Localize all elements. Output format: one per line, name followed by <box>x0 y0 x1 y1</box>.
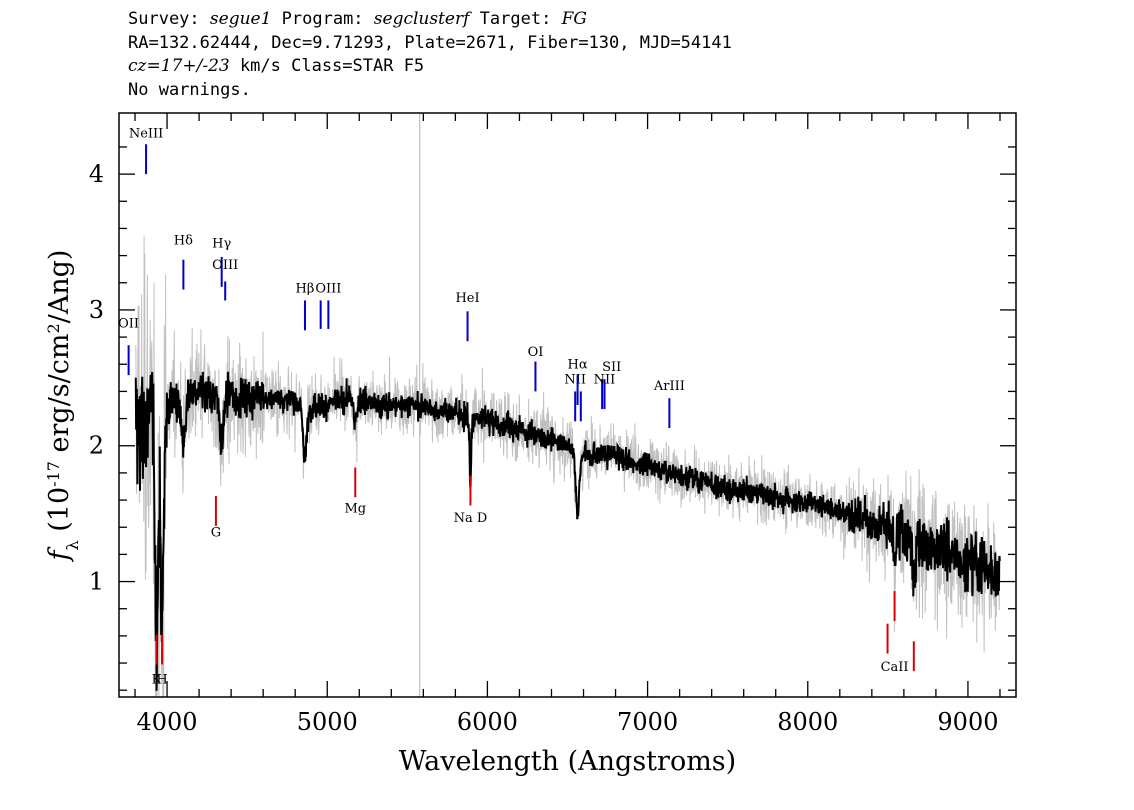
x-tick-label: 7000 <box>617 708 678 736</box>
emission-line-label: OIII <box>315 281 341 296</box>
emission-line-label: Hα <box>568 357 588 372</box>
x-tick-label: 9000 <box>937 708 998 736</box>
header-line-coords: RA=132.62444, Dec=9.71293, Plate=2671, F… <box>128 32 732 53</box>
absorption-line-label: G <box>211 526 221 541</box>
y-tick-label: 3 <box>89 296 104 324</box>
absorption-line-label: K <box>152 672 162 687</box>
emission-line-label: HeI <box>455 291 479 306</box>
y-axis-title: fλ (10-17 erg/s/cm2/Ang) <box>44 250 82 563</box>
cz-value: cz=17+/-23 <box>128 56 230 76</box>
survey-value: segue1 <box>209 9 272 29</box>
target-value: FG <box>561 9 587 29</box>
emission-line-label: Hδ <box>174 234 193 249</box>
x-tick-label: 5000 <box>297 708 358 736</box>
header-line-cz: cz=17+/-23 km/s Class=STAR F5 <box>128 55 732 79</box>
x-tick-label: 4000 <box>137 708 198 736</box>
y-tick-label: 1 <box>89 568 104 596</box>
y-tick-label: 4 <box>89 160 104 188</box>
emission-line-label: Hβ <box>296 281 315 296</box>
absorption-line-label: H <box>156 672 167 687</box>
absorption-line-label: Mg <box>344 501 366 516</box>
spectrum-header: Survey: segue1 Program: segclusterf Targ… <box>128 8 732 102</box>
flux-series <box>134 371 1001 691</box>
y-tick-label: 2 <box>89 432 104 460</box>
target-label: Target: <box>479 9 552 29</box>
x-tick-label: 8000 <box>777 708 838 736</box>
emission-line-label: Hγ <box>212 236 231 251</box>
program-value: segclusterf <box>373 9 470 29</box>
emission-line-label: OI <box>528 345 544 360</box>
cz-class-text: km/s Class=STAR F5 <box>229 56 425 76</box>
emission-line-label: ArIII <box>653 379 685 394</box>
x-tick-label: 6000 <box>457 708 518 736</box>
absorption-line-label: Na D <box>454 511 488 526</box>
plot-frame <box>118 112 1017 698</box>
x-axis-title: Wavelength (Angstroms) <box>399 746 736 777</box>
absorption-line-label: CaII <box>881 660 909 675</box>
program-label: Program: <box>281 9 364 29</box>
header-line-survey: Survey: segue1 Program: segclusterf Targ… <box>128 8 732 32</box>
emission-line-label: OIII <box>212 258 238 273</box>
survey-label: Survey: <box>128 9 200 29</box>
emission-line-label: SII <box>602 360 621 375</box>
emission-line-label: NII <box>594 372 616 387</box>
emission-line-label: NeIII <box>129 126 163 141</box>
emission-line-label: NII <box>564 372 586 387</box>
header-line-warnings: No warnings. <box>128 79 251 100</box>
emission-line-label: OII <box>118 317 139 332</box>
